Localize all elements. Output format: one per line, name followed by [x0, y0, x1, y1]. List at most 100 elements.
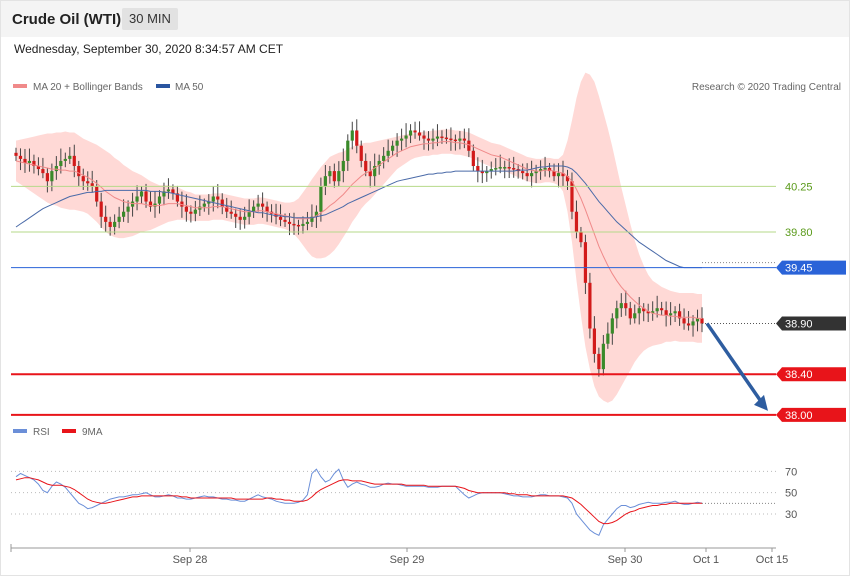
candle-up	[615, 308, 619, 319]
candle-up	[637, 308, 641, 314]
candle-up	[126, 206, 130, 212]
candle-down	[287, 221, 292, 224]
candle-up	[458, 138, 462, 141]
candle-up	[59, 160, 63, 167]
candle-down	[521, 171, 525, 174]
candle-up	[63, 158, 67, 161]
timeframe-badge[interactable]: 30 MIN	[122, 8, 178, 30]
candle-down	[660, 308, 664, 311]
candle-up	[202, 203, 206, 207]
candle-down	[417, 132, 422, 136]
candle-up	[543, 168, 547, 170]
candle-up	[391, 145, 395, 151]
time-tick-label: Sep 30	[608, 554, 643, 566]
candle-down	[453, 139, 457, 142]
candle-down	[104, 216, 108, 222]
candle-up	[113, 221, 117, 227]
candle-down	[476, 166, 480, 172]
candle-up	[130, 201, 135, 207]
candle-down	[588, 282, 592, 329]
instrument-title: Crude Oil (WTI)	[12, 11, 122, 28]
candle-up	[341, 160, 345, 172]
candle-down	[570, 181, 574, 212]
candle-down	[440, 136, 444, 139]
rsi-tick-label: 50	[785, 488, 797, 500]
support-1-tag	[776, 367, 846, 382]
candle-down	[77, 166, 81, 177]
candle-up	[117, 216, 121, 222]
candle-down	[579, 232, 583, 243]
time-tick-label: Sep 28	[173, 554, 208, 566]
candle-down	[238, 216, 242, 220]
candle-up	[619, 303, 623, 309]
resistance-2-label: 40.25	[785, 181, 813, 193]
candle-up	[386, 150, 390, 156]
candle-down	[86, 181, 90, 184]
candle-up	[337, 171, 341, 182]
candle-down	[646, 311, 650, 314]
levels-layer: 40.25 39.80 39.45 38.90 38.40 38.00	[11, 181, 846, 422]
candle-up	[377, 160, 381, 167]
candle-down	[220, 199, 224, 207]
ma9-legend-swatch	[62, 429, 76, 433]
candle-up	[606, 333, 610, 344]
candle-up	[669, 313, 673, 316]
candle-up	[373, 166, 377, 177]
candle-down	[597, 353, 601, 370]
resistance-1-label: 39.80	[785, 227, 813, 239]
candle-down	[229, 211, 233, 214]
candle-down	[18, 155, 23, 159]
header-bar: Crude Oil (WTI) 30 MIN	[1, 1, 849, 37]
candle-up	[50, 171, 54, 182]
candle-down	[95, 186, 99, 202]
candle-up	[350, 130, 354, 141]
candle-down	[278, 216, 283, 220]
candle-down	[592, 328, 596, 354]
candle-down	[216, 196, 220, 200]
candle-up	[314, 211, 319, 217]
candle-down	[359, 145, 363, 161]
candle-down	[355, 130, 359, 146]
candle-up	[651, 311, 655, 314]
candle-down	[561, 173, 565, 177]
candle-up	[691, 321, 695, 326]
candle-up	[193, 209, 197, 214]
candle-up	[247, 211, 251, 217]
ma50-legend-swatch	[156, 84, 170, 88]
candle-up	[243, 216, 247, 220]
candle-down	[292, 223, 296, 226]
candle-up	[207, 201, 211, 204]
candle-up	[498, 167, 502, 169]
candle-down	[90, 183, 94, 187]
candle-down	[234, 213, 238, 217]
support-2-label: 38.00	[785, 410, 813, 422]
candle-down	[175, 193, 180, 202]
candle-down	[467, 140, 471, 151]
candle-down	[81, 176, 85, 182]
candle-up	[494, 168, 498, 170]
candle-up	[503, 167, 507, 169]
candle-down	[274, 213, 278, 217]
price-panel	[14, 72, 704, 403]
candle-up	[305, 221, 310, 224]
candle-down	[462, 138, 466, 141]
ma9-line	[15, 477, 702, 525]
candle-down	[642, 308, 646, 312]
candle-up	[54, 166, 58, 172]
rsi-legend: RSI 9MA	[13, 427, 103, 438]
candle-down	[296, 224, 301, 227]
candle-up	[485, 171, 489, 174]
candle-up	[328, 171, 332, 177]
candle-down	[14, 152, 18, 156]
candle-up	[489, 169, 493, 172]
candle-up	[538, 169, 543, 172]
candle-down	[283, 219, 287, 222]
candle-down	[574, 211, 579, 233]
candle-up	[695, 318, 700, 322]
candle-down	[144, 191, 148, 202]
candle-down	[449, 138, 453, 141]
candle-down	[108, 221, 112, 227]
candle-up	[530, 173, 534, 177]
candles-group	[14, 119, 704, 377]
